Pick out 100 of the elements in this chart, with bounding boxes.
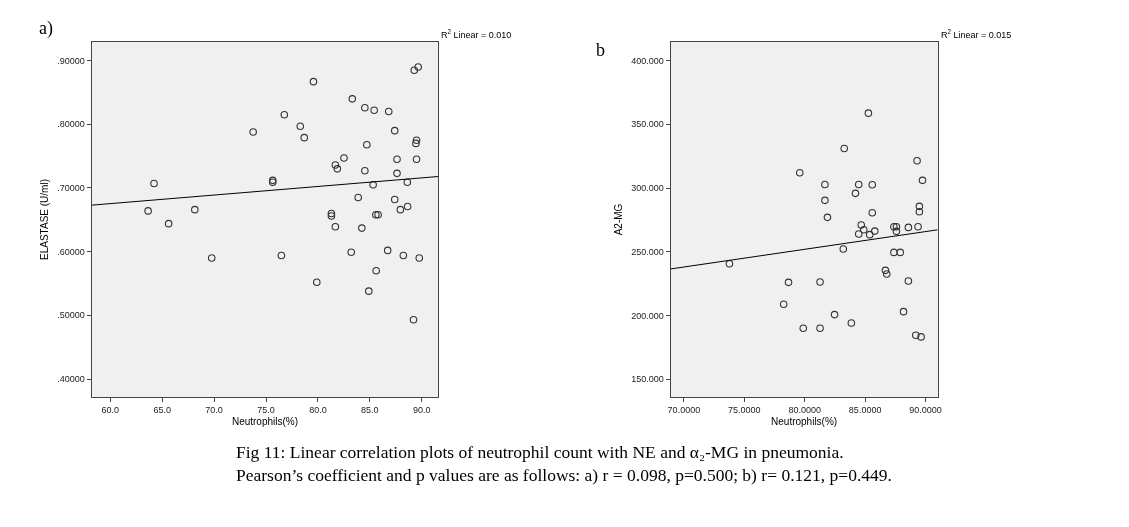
x-axis-title: Neutrophils(%): [771, 416, 838, 428]
point: [821, 180, 829, 189]
point: [369, 180, 377, 189]
point: [383, 246, 392, 255]
point: [860, 225, 868, 234]
point: [839, 245, 848, 253]
point: [412, 136, 421, 145]
point: [277, 251, 286, 260]
point: [403, 178, 412, 187]
point: [390, 195, 399, 204]
point: [358, 224, 366, 232]
point: [144, 207, 152, 215]
point: [865, 230, 874, 239]
point: [892, 222, 901, 231]
point: [309, 77, 318, 86]
x-tick-label: 60.0: [101, 404, 120, 415]
point: [409, 315, 418, 324]
point: [312, 278, 321, 287]
point: [896, 248, 905, 257]
y-tick-label: .90000: [57, 55, 85, 66]
y-tick-label: .40000: [57, 374, 85, 385]
point: [354, 193, 362, 202]
point: [412, 155, 421, 164]
point: [851, 189, 860, 198]
x-tick-label: 75.0000: [728, 404, 761, 415]
point: [399, 251, 408, 260]
text: a): [39, 18, 53, 39]
text: R$^{2}$ Linear = 0.015: [941, 28, 1012, 40]
point: [868, 208, 877, 217]
point: [911, 331, 920, 340]
point: [892, 227, 901, 236]
x-tick-label: 80.0: [309, 404, 327, 415]
text: R$^{2}$ Linear = 0.010: [441, 28, 512, 40]
point: [899, 307, 908, 316]
point: [300, 133, 309, 142]
text: b: [596, 40, 605, 60]
y-tick-label: 300.000: [631, 183, 664, 194]
y-tick-label: 200.000: [631, 310, 664, 321]
point: [348, 95, 357, 103]
point: [864, 109, 873, 117]
y-axis-title: ELASTASE (U/ml): [39, 179, 51, 260]
point: [830, 310, 839, 319]
point: [331, 161, 340, 169]
caption: Fig 11: Linear correlation plots of neutrophil count with NE and α₂-MG in pneumonia. Pearson’s coefficient and p values are as follows: a) r = 0.098, p=0.500; b) r= 0.121, p=0.449.: [236, 442, 892, 485]
x-tick-label: 70.0000: [667, 404, 701, 415]
point: [918, 176, 927, 185]
y-tick-label: .70000: [57, 183, 85, 194]
y-tick-label: 400.000: [631, 55, 664, 66]
point: [840, 144, 849, 153]
point: [361, 166, 369, 175]
point: [410, 66, 419, 74]
point: [415, 254, 424, 262]
point: [412, 139, 420, 148]
point: [816, 324, 824, 333]
point: [779, 300, 788, 309]
point: [340, 154, 348, 162]
point: [784, 278, 793, 287]
point: [403, 202, 412, 211]
point: [821, 196, 829, 205]
point: [393, 155, 401, 164]
point: [882, 270, 891, 278]
point: [823, 213, 832, 222]
point: [904, 223, 913, 232]
point: [296, 122, 305, 131]
point: [890, 248, 898, 257]
point: [164, 219, 173, 228]
x-axis-title: Neutrophils(%): [231, 416, 299, 428]
point: [799, 324, 808, 333]
point: [249, 128, 257, 136]
point: [372, 266, 380, 275]
x-tick-label: 90.0: [412, 404, 431, 415]
point: [207, 254, 216, 262]
point: [904, 277, 913, 285]
y-tick-label: 350.000: [631, 119, 664, 130]
point: [890, 222, 898, 231]
point: [390, 126, 399, 135]
x-tick-label: 85.0: [361, 404, 379, 415]
point: [414, 63, 422, 71]
point: [363, 140, 371, 149]
point: [847, 319, 856, 327]
point: [393, 169, 401, 178]
y-axis-title: A2-MG: [613, 203, 625, 236]
point: [917, 333, 925, 341]
point: [914, 222, 922, 231]
point: [327, 212, 336, 220]
point: [396, 205, 405, 214]
y-tick-label: 250.000: [631, 246, 664, 257]
point: [347, 248, 356, 257]
point: [870, 227, 879, 235]
x-tick-label: 85.0000: [848, 404, 882, 415]
y-tick-label: .80000: [57, 119, 85, 130]
point: [384, 107, 393, 116]
point: [913, 156, 921, 165]
point: [331, 223, 340, 231]
point: [816, 278, 824, 286]
point: [881, 266, 890, 275]
y-tick-label: .50000: [57, 310, 85, 321]
point: [333, 165, 342, 173]
point: [795, 168, 804, 177]
point: [725, 259, 734, 268]
